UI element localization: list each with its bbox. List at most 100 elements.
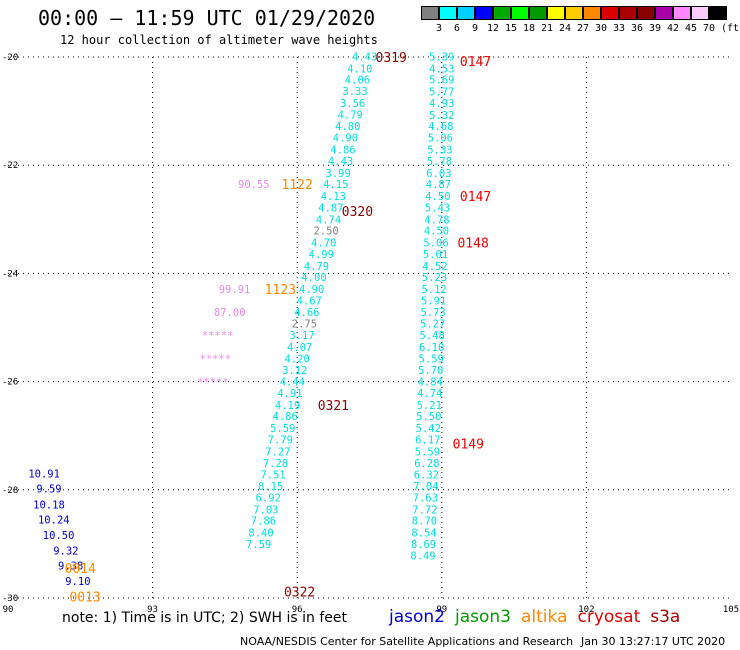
wave-height-label: 7.79 — [268, 434, 293, 446]
wave-height-label: 5.33 — [427, 145, 452, 157]
wave-height-label: 5.69 — [429, 75, 454, 87]
wave-height-label: 4.00 — [301, 272, 326, 284]
wave-height-label: 4.80 — [335, 121, 360, 133]
wave-height-label: 4.68 — [428, 121, 453, 133]
wave-height-label: 6.28 — [414, 458, 439, 470]
color-scale-swatch — [457, 6, 475, 20]
wave-height-label: 4.07 — [287, 342, 312, 354]
color-scale-swatch — [475, 6, 493, 20]
wave-height-label: 5.32 — [429, 110, 454, 122]
wave-height-label: 3.56 — [340, 98, 365, 110]
color-scale-label: 42 — [666, 23, 680, 34]
color-scale-label: 21 — [540, 23, 554, 34]
wave-height-label: 4.78 — [424, 214, 449, 226]
color-scale-swatch — [529, 6, 547, 20]
pass-time-label: 0322 — [284, 586, 315, 601]
wave-height-label: ***** — [202, 330, 234, 342]
wave-height-label: 5.59 — [419, 353, 444, 365]
pass-time-label: 0147 — [460, 190, 491, 205]
color-scale-label: 30 — [594, 23, 608, 34]
y-tick-label: -20 — [2, 53, 18, 63]
wave-height-label: 7.86 — [251, 516, 276, 528]
pass-time-label: 1123 — [265, 283, 296, 298]
color-scale-swatch — [565, 6, 583, 20]
wave-height-label: 7.28 — [263, 458, 288, 470]
wave-height-label: 8.70 — [412, 516, 437, 528]
wave-height-label: 10.50 — [43, 530, 75, 542]
wave-height-label: 8.49 — [410, 550, 435, 562]
wave-height-label: 7.51 — [260, 470, 285, 482]
wave-height-label: 4.70 — [311, 238, 336, 250]
wave-height-label: 9.32 — [53, 545, 78, 557]
wave-height-label: 4.50 — [424, 226, 449, 238]
x-tick-label: 102 — [578, 605, 594, 615]
wave-height-label: 8.69 — [411, 539, 436, 551]
y-tick-label: -30 — [2, 594, 18, 604]
color-scale-swatch — [421, 6, 439, 20]
wave-height-label: 10.24 — [38, 515, 70, 527]
color-scale-swatch — [637, 6, 655, 20]
wave-height-label: 5.27 — [420, 319, 445, 331]
wave-height-label: 4.87 — [426, 179, 451, 191]
wave-height-label: 4.20 — [285, 353, 310, 365]
wave-height-label: 4.86 — [330, 145, 355, 157]
wave-height-label: 5.23 — [422, 272, 447, 284]
wave-height-label: 4.79 — [338, 109, 363, 121]
wave-height-label: 5.91 — [421, 295, 446, 307]
y-tick-label: -26 — [2, 378, 18, 388]
wave-height-label: 4.66 — [294, 307, 319, 319]
wave-height-label: 7.03 — [253, 504, 278, 516]
wave-height-label: 8.15 — [258, 481, 283, 493]
footnote: note: 1) Time is in UTC; 2) SWH is in fe… — [62, 610, 348, 626]
wave-height-label: 4.74 — [417, 388, 442, 400]
wave-height-label: 4.84 — [418, 377, 443, 389]
wave-height-label: 5.12 — [421, 284, 446, 296]
pass-time-label: 0014 — [65, 562, 96, 577]
wave-height-label: 5.70 — [418, 365, 443, 377]
color-scale-swatch — [709, 6, 727, 20]
color-scale-label: 6 — [453, 23, 461, 34]
wave-height-label: 5.39 — [429, 51, 454, 63]
legend-item-cryosat: cryosat — [577, 607, 641, 627]
color-scale-label: 27 — [576, 23, 590, 34]
wave-height-label: 4.19 — [275, 400, 300, 412]
color-scale-label: 39 — [648, 23, 662, 34]
x-tick-label: 99 — [436, 605, 447, 615]
wave-height-label: 4.67 — [297, 295, 322, 307]
legend-item-s3a: s3a — [650, 607, 681, 627]
color-scale-swatch — [583, 6, 601, 20]
color-scale-swatch — [493, 6, 511, 20]
wave-height-label: 10.91 — [28, 469, 60, 481]
pass-time-label: 0013 — [69, 590, 100, 605]
wave-height-label: 4.15 — [323, 179, 348, 191]
wave-height-label: 4.91 — [277, 388, 302, 400]
wave-height-label: 2.50 — [313, 226, 338, 238]
wave-height-label: 2.75 — [292, 319, 317, 331]
wave-height-label: 5.06 — [428, 133, 453, 145]
pass-time-label: 0149 — [453, 437, 484, 452]
color-scale-label: 45 — [684, 23, 698, 34]
wave-height-label: 4.90 — [299, 284, 324, 296]
wave-height-label: 4.43 — [328, 156, 353, 168]
y-tick-label: -28 — [2, 486, 18, 496]
x-tick-label: 90 — [3, 605, 14, 615]
color-scale-swatch — [439, 6, 457, 20]
wave-height-label: 4.06 — [345, 75, 370, 87]
pass-time-label: 0321 — [318, 399, 349, 414]
pass-time-label: 0320 — [342, 205, 373, 220]
wave-height-label: 4.87 — [318, 202, 343, 214]
wave-height-label: 5.73 — [420, 307, 445, 319]
wave-height-label: 6.32 — [414, 470, 439, 482]
satellite-legend: jason2 jason3 altika cryosat s3a — [389, 607, 690, 627]
axis-ticks: 90 93 96 99 102 105 -20 -22 -24 -26 -28 -30 — [2, 53, 739, 615]
wave-height-label: 3.33 — [342, 86, 367, 98]
wave-height-label: 4.10 — [347, 63, 372, 75]
wave-height-label: 4.99 — [309, 249, 334, 261]
color-scale-unit: (ft) — [721, 23, 740, 34]
wave-height-label: 5.48 — [420, 330, 445, 342]
legend-item-altika: altika — [521, 607, 568, 627]
wave-height-label: 4.13 — [321, 191, 346, 203]
wave-height-label: 9.10 — [65, 576, 90, 588]
color-scale-swatch — [511, 6, 529, 20]
